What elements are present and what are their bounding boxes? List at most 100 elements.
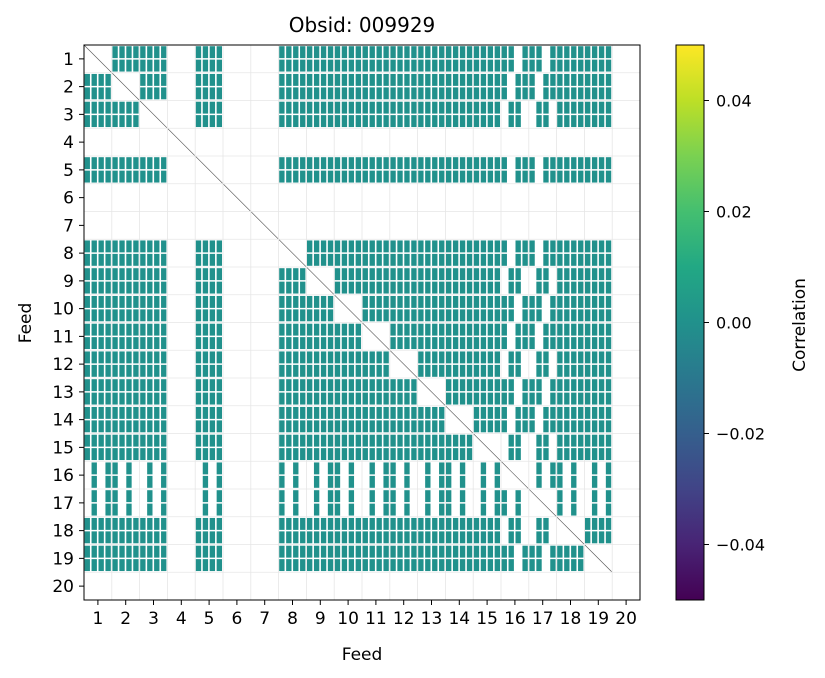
heatmap-cell bbox=[584, 295, 613, 322]
heatmap-cell bbox=[445, 351, 474, 377]
heatmap-cell bbox=[528, 323, 557, 350]
heatmap-cell bbox=[362, 434, 390, 461]
heatmap-cell bbox=[111, 268, 140, 294]
heatmap-cell bbox=[584, 490, 613, 516]
heatmap-cell bbox=[389, 545, 418, 572]
heatmap-cell bbox=[528, 73, 557, 100]
heatmap-cell bbox=[362, 268, 390, 294]
heatmap-cell bbox=[111, 240, 140, 266]
colorbar-tick-label: 0.04 bbox=[716, 92, 752, 111]
heatmap-cell bbox=[278, 351, 307, 377]
heatmap-cell bbox=[417, 545, 446, 572]
diagonal-line bbox=[83, 44, 613, 573]
heatmap-cell bbox=[195, 545, 223, 572]
heatmap-cell bbox=[584, 240, 613, 266]
heatmap-cell bbox=[528, 406, 557, 433]
colorbar bbox=[675, 44, 705, 601]
heatmap-cell bbox=[445, 517, 474, 544]
y-tick-label: 8 bbox=[63, 244, 74, 264]
plot-area bbox=[83, 44, 640, 600]
heatmap-cell bbox=[445, 295, 474, 322]
heatmap-cell bbox=[195, 240, 223, 266]
heatmap-cell bbox=[139, 73, 168, 100]
x-tick-label: 5 bbox=[204, 609, 215, 629]
heatmap-cell bbox=[584, 157, 613, 183]
heatmap-cell bbox=[139, 351, 168, 377]
heatmap-cell bbox=[84, 295, 112, 322]
heatmap-cell bbox=[362, 490, 390, 516]
heatmap-cell bbox=[445, 434, 474, 461]
heatmap-cell bbox=[84, 434, 112, 461]
heatmap-cell bbox=[195, 462, 223, 488]
heatmap-cell bbox=[584, 73, 613, 100]
x-tick-label: 20 bbox=[615, 609, 637, 629]
heatmap-cell bbox=[501, 379, 529, 405]
heatmap-cell bbox=[473, 462, 501, 488]
heatmap-cell bbox=[334, 490, 362, 516]
heatmap-cell bbox=[445, 323, 474, 350]
heatmap-cell bbox=[334, 323, 362, 350]
heatmap-cell bbox=[334, 462, 362, 488]
heatmap-cell bbox=[306, 46, 335, 72]
heatmap-cell bbox=[306, 406, 335, 433]
heatmap-cell bbox=[473, 240, 501, 266]
heatmap-cell bbox=[306, 240, 335, 266]
heatmap-cell bbox=[278, 379, 307, 405]
heatmap-cell bbox=[389, 434, 418, 461]
heatmap-cell bbox=[445, 101, 474, 128]
x-tick-label: 7 bbox=[259, 609, 270, 629]
heatmap-cell bbox=[473, 46, 501, 72]
x-axis-label: Feed bbox=[342, 645, 383, 665]
heatmap-cell bbox=[84, 517, 112, 544]
heatmap-cell bbox=[278, 517, 307, 544]
heatmap-cell bbox=[556, 406, 585, 433]
heatmap-cell bbox=[445, 157, 474, 183]
heatmap-cell bbox=[334, 101, 362, 128]
heatmap-cell bbox=[501, 434, 529, 461]
heatmap-cell bbox=[528, 295, 557, 322]
heatmap-cell bbox=[84, 157, 112, 183]
y-tick-label: 13 bbox=[52, 383, 74, 403]
y-tick-label: 2 bbox=[63, 78, 74, 98]
heatmap-cell bbox=[528, 157, 557, 183]
heatmap-cell bbox=[139, 240, 168, 266]
heatmap-cell bbox=[528, 351, 557, 377]
heatmap-cell bbox=[389, 517, 418, 544]
heatmap-cell bbox=[556, 545, 585, 572]
y-tick-label: 12 bbox=[52, 355, 74, 375]
heatmap-cell bbox=[362, 406, 390, 433]
heatmap-cell bbox=[195, 323, 223, 350]
heatmap-cell bbox=[389, 240, 418, 266]
heatmap-cell bbox=[111, 323, 140, 350]
heatmap-cell bbox=[528, 268, 557, 294]
x-tick-label: 6 bbox=[231, 609, 242, 629]
heatmap-cell bbox=[556, 46, 585, 72]
y-tick-label: 18 bbox=[52, 522, 74, 542]
colorbar-ticks: 0.04 0.02 0.00 −0.02 −0.04 bbox=[704, 92, 765, 555]
y-tick-label: 9 bbox=[63, 272, 74, 292]
heatmap-cell bbox=[139, 295, 168, 322]
heatmap-cell bbox=[278, 101, 307, 128]
heatmap-cell bbox=[111, 379, 140, 405]
heatmap-cell bbox=[334, 157, 362, 183]
heatmap-cell bbox=[389, 490, 418, 516]
heatmap-cell bbox=[528, 240, 557, 266]
heatmap-cell bbox=[501, 323, 529, 350]
heatmap-cell bbox=[306, 157, 335, 183]
heatmap-cell bbox=[334, 434, 362, 461]
heatmap-cell bbox=[139, 517, 168, 544]
heatmap-cell bbox=[306, 462, 335, 488]
heatmap-cell bbox=[473, 490, 501, 516]
y-tick-label: 3 bbox=[63, 105, 74, 125]
heatmap-cell bbox=[473, 379, 501, 405]
heatmap-cell bbox=[501, 490, 529, 516]
heatmap-cell bbox=[139, 490, 168, 516]
heatmap-cell bbox=[334, 517, 362, 544]
x-tick-label: 8 bbox=[287, 609, 298, 629]
heatmap-cell bbox=[389, 46, 418, 72]
colorbar-tick-label: 0.02 bbox=[716, 203, 752, 222]
heatmap-cell bbox=[334, 406, 362, 433]
colorbar-label: Correlation bbox=[790, 278, 810, 372]
heatmap-cell bbox=[306, 295, 335, 322]
heatmap-cell bbox=[445, 490, 474, 516]
